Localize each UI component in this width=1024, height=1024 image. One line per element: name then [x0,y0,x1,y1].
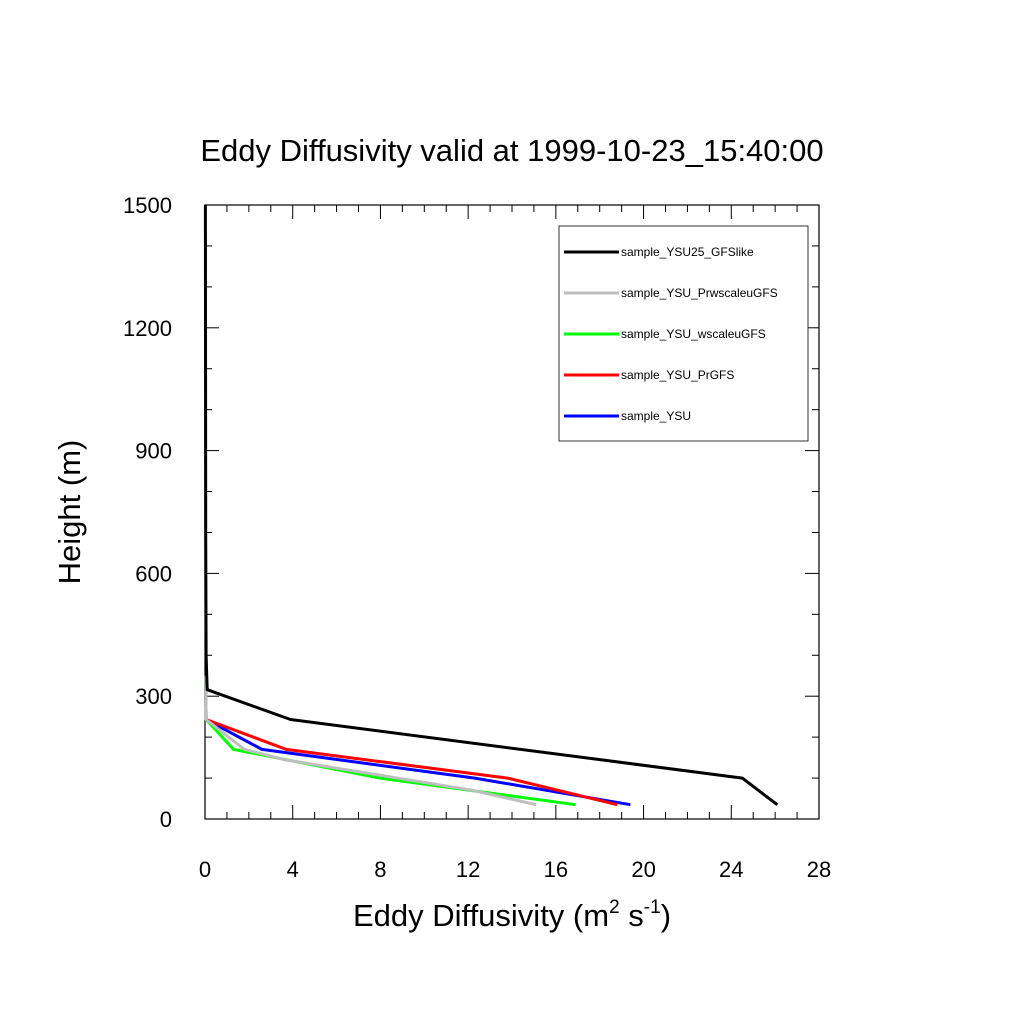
y-tick-label: 1500 [123,193,172,218]
y-tick-label: 300 [135,684,172,709]
legend-label: sample_YSU_PrGFS [621,368,734,382]
axis-ticks [204,204,820,820]
plot-area [203,204,820,820]
series-line-sample-ysu-prwscaleugfs [204,675,537,807]
x-tick-label: 24 [719,857,743,882]
y-axis-label: Height (m) [52,440,87,585]
x-tick-label: 16 [544,857,568,882]
x-axis-label: Eddy Diffusivity (m2 s-1) [353,897,671,933]
series-line-sample-ysu25-gfslike [203,204,779,806]
x-tick-label: 4 [287,857,299,882]
series-line-sample-ysu [204,675,631,807]
x-tick-label: 20 [631,857,655,882]
y-tick-label: 600 [135,561,172,586]
legend-label: sample_YSU_wscaleuGFS [621,327,766,341]
series-group [203,204,779,807]
chart-title: Eddy Diffusivity valid at 1999-10-23_15:… [200,133,823,168]
x-tick-label: 0 [199,857,211,882]
y-tick-label: 900 [135,439,172,464]
legend-label: sample_YSU [621,409,691,423]
x-tick-label: 12 [456,857,480,882]
y-tick-label: 1200 [123,316,172,341]
series-line-sample-ysu-prgfs [204,675,618,807]
x-tick-label: 28 [807,857,831,882]
legend-items: sample_YSU25_GFSlike sample_YSU_Prwscaleu… [564,245,778,423]
y-tick-label: 0 [160,807,172,832]
x-tick-labels: 0 4 8 12 16 20 24 28 [199,857,831,882]
legend-label: sample_YSU_PrwscaleuGFS [621,286,778,300]
legend-label: sample_YSU25_GFSlike [621,245,754,259]
y-tick-labels: 0 300 600 900 1200 1500 [123,193,172,832]
legend: sample_YSU25_GFSlike sample_YSU_Prwscaleu… [558,225,809,442]
x-tick-label: 8 [374,857,386,882]
